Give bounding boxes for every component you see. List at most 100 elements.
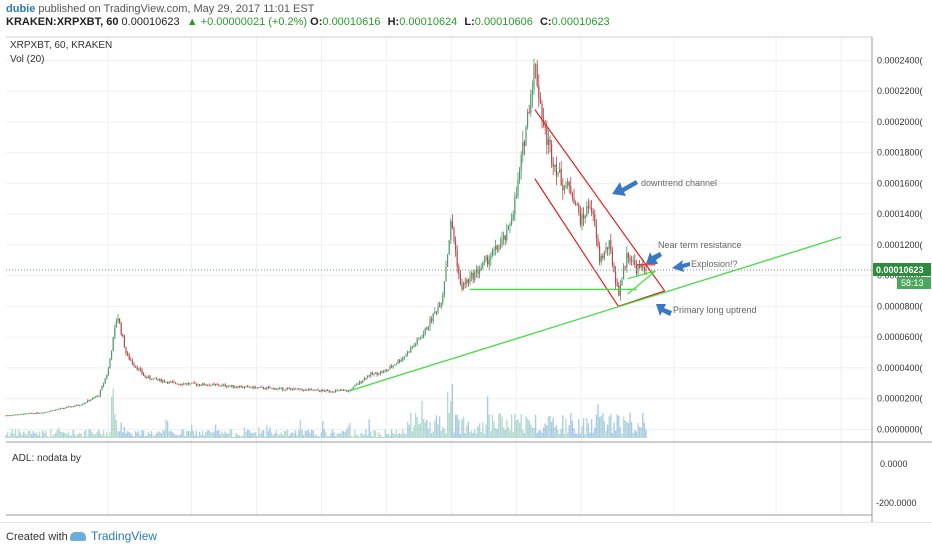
annotation-resistance: Near term resistance: [658, 240, 742, 250]
volume-bar: [53, 434, 55, 438]
candle-body: [176, 383, 178, 385]
candle-body: [639, 265, 641, 268]
candle-body: [371, 373, 373, 375]
volume-bar: [461, 419, 463, 438]
candle-body: [403, 356, 405, 358]
candle-body: [258, 387, 260, 389]
volume-bar: [107, 436, 110, 438]
candle-body: [341, 390, 343, 392]
candle-body: [135, 365, 137, 367]
candle-body: [195, 383, 197, 386]
volume-bar: [291, 432, 294, 438]
candle-body: [331, 391, 333, 393]
volume-bar: [565, 418, 567, 438]
candle-body: [240, 386, 242, 388]
candle-body: [71, 406, 73, 408]
candle-body: [442, 294, 444, 304]
volume-bar: [91, 432, 94, 438]
volume-bar: [470, 430, 473, 438]
volume-bar: [168, 431, 170, 438]
candle-body: [32, 413, 34, 415]
volume-bar: [234, 436, 236, 438]
candle-body: [72, 406, 74, 408]
volume-bar: [186, 431, 188, 438]
candle-body: [200, 385, 202, 386]
volume-bar: [13, 433, 15, 438]
time-tick-label: Jun: [666, 521, 682, 522]
volume-bar: [526, 418, 529, 438]
candle-body: [149, 376, 151, 379]
volume-bar: [165, 419, 167, 438]
price-tick-label: 0.0000800(: [877, 301, 923, 311]
candle-body: [266, 387, 268, 390]
volume-bar: [22, 431, 25, 438]
tradingview-logo[interactable]: TradingView: [70, 529, 157, 543]
volume-bar: [19, 432, 22, 438]
volume-indicator-label: Vol (20): [10, 54, 44, 65]
volume-bar: [582, 418, 585, 438]
candle-body: [347, 390, 349, 392]
candle-body: [360, 381, 362, 383]
candle-body: [450, 221, 452, 241]
volume-bar: [349, 422, 351, 438]
candle-body: [591, 207, 593, 212]
candle-body: [192, 382, 194, 384]
candle-body: [171, 381, 173, 383]
candle-body: [101, 385, 103, 391]
candle-body: [498, 249, 500, 251]
candle-body: [437, 306, 439, 313]
candle-body: [23, 413, 25, 415]
volume-bar: [456, 414, 458, 438]
volume-bar: [438, 416, 441, 438]
candle-body: [600, 256, 602, 262]
volume-bar: [318, 436, 321, 438]
candle-body: [589, 207, 591, 209]
volume-bar: [446, 391, 449, 438]
volume-bar: [221, 431, 223, 438]
candle-body: [219, 385, 221, 387]
candle-body: [191, 382, 193, 384]
candle-body: [312, 389, 314, 391]
candle-body: [413, 344, 415, 348]
candle-body: [37, 412, 39, 414]
volume-bar: [584, 433, 586, 438]
candle-body: [261, 387, 263, 388]
volume-bar: [85, 429, 87, 438]
candle-body: [35, 412, 37, 414]
volume-bar: [595, 414, 598, 438]
volume-bar: [101, 435, 103, 438]
candle-body: [517, 179, 519, 196]
volume-bar: [557, 429, 559, 438]
volume-bar: [563, 433, 566, 438]
author-link[interactable]: dubie: [6, 3, 36, 15]
candle-body: [632, 260, 634, 262]
volume-bar: [83, 431, 86, 438]
candle-body: [459, 274, 461, 285]
time-tick-label: May: [377, 521, 396, 522]
volume-bar: [243, 427, 246, 438]
annotation-uptrend: Primary long uptrend: [673, 305, 757, 315]
candle-body: [293, 388, 295, 391]
volume-bar: [262, 429, 265, 438]
volume-bar: [418, 424, 420, 438]
candle-body: [159, 378, 161, 380]
candle-body: [400, 359, 402, 362]
volume-bar: [155, 433, 158, 438]
volume-bar: [250, 432, 252, 438]
volume-bar: [630, 421, 633, 438]
candle-body: [250, 387, 252, 389]
volume-bar: [216, 430, 218, 438]
volume-bar: [485, 424, 487, 438]
price-chart[interactable]: 0.0002400(0.0002200(0.0002000(0.0001800(…: [0, 30, 932, 522]
volume-bar: [405, 434, 407, 438]
candle-body: [183, 383, 185, 385]
open-label: O:: [310, 16, 323, 28]
volume-bar: [619, 427, 622, 438]
time-tick-label: 19: [835, 521, 847, 522]
volume-bar: [322, 421, 324, 438]
volume-bar: [106, 432, 108, 438]
volume-bar: [258, 427, 260, 438]
volume-bar: [136, 432, 138, 438]
candle-body: [239, 386, 241, 388]
candle-body: [602, 256, 604, 258]
